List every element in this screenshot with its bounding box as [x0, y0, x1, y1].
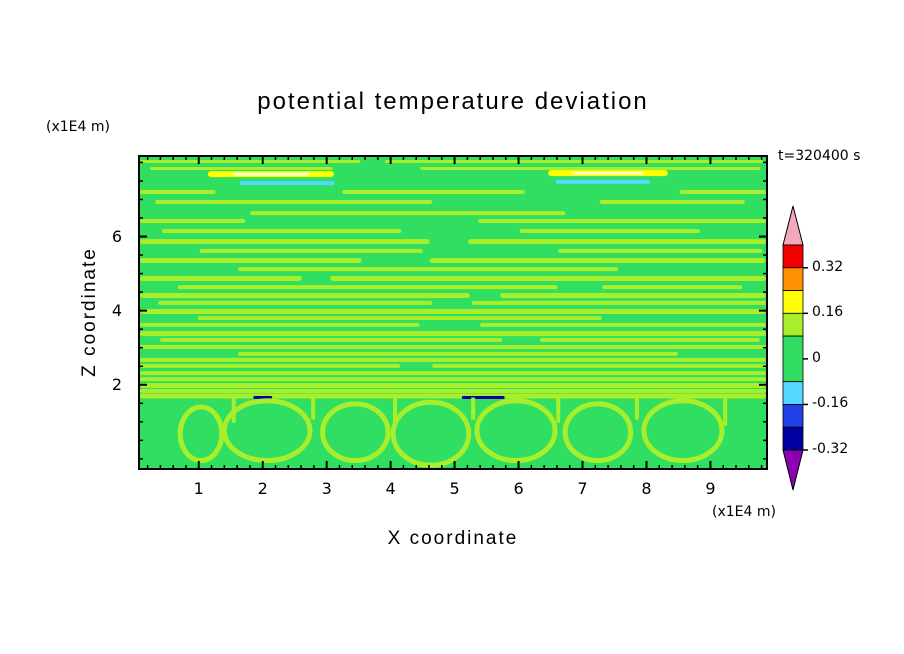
plot-border — [138, 155, 768, 470]
contour-streak-yg — [342, 189, 525, 194]
x-tick-label: 7 — [577, 479, 588, 498]
contour-streak-yg — [468, 239, 767, 245]
contour-streak-b — [461, 395, 505, 399]
contour-streak-c — [555, 179, 651, 184]
colorbar-band — [782, 381, 804, 405]
contour-streak-yg — [500, 292, 767, 298]
colorbar-label: 0.16 — [812, 304, 844, 321]
contour-streak-yg — [679, 189, 767, 194]
contour-streak-yg — [139, 383, 767, 389]
contour-streak-yg — [160, 338, 503, 343]
contour-streak-yg — [471, 300, 767, 305]
x-tick-label: 9 — [705, 479, 716, 498]
x-tick-label: 1 — [193, 479, 204, 498]
contour-streak-yg — [139, 331, 767, 337]
colorbar-label: 0.32 — [812, 258, 844, 275]
contour-streak-yg — [139, 275, 302, 281]
contour-streak-yg — [602, 285, 743, 290]
contour-streak-c — [240, 181, 335, 186]
z-tick-label: 6 — [111, 226, 122, 246]
contour-streak-yg — [139, 160, 361, 164]
streak-bright-core — [572, 171, 644, 175]
streak-bright-core — [233, 172, 309, 176]
contour-streak-yg — [149, 166, 333, 170]
contour-streak-yg — [158, 300, 433, 305]
x-axis-title: X coordinate — [387, 528, 519, 549]
convective-plume-outline — [390, 399, 472, 468]
convective-plume-outline — [177, 404, 225, 464]
contour-streak-yg — [139, 322, 420, 327]
x-tick-label: 2 — [257, 479, 268, 498]
contour-streak-yg — [519, 229, 700, 234]
contour-streak-yg — [330, 275, 767, 281]
contour-streak-yg — [139, 292, 471, 298]
contour-streak-yg — [238, 267, 619, 272]
x-axis-unit-label: (x1E4 m) — [712, 504, 776, 520]
contour-streak-yg — [139, 258, 362, 264]
contour-streak-yg — [139, 239, 430, 245]
colorbar-label: -0.16 — [812, 395, 849, 412]
contour-streak-yg — [139, 357, 767, 362]
contour-streak-yg — [139, 377, 767, 382]
colorbar-label: -0.32 — [812, 441, 849, 457]
z-tick-label: 2 — [111, 374, 122, 394]
x-tick-label: 3 — [321, 479, 332, 498]
contour-field-plot — [138, 155, 768, 470]
colorbar-band — [782, 267, 804, 291]
contour-streak-yg — [250, 211, 566, 216]
contour-streak-yg — [139, 344, 767, 349]
contour-streak-yg — [197, 315, 602, 320]
contour-streak-yg — [420, 166, 761, 170]
chart-title: potential temperature deviation — [257, 88, 649, 115]
contour-streak-yg — [539, 338, 760, 343]
convective-plume-outline — [320, 401, 391, 464]
contour-streak-yg — [429, 258, 766, 264]
contour-streak-yg — [139, 309, 767, 315]
contour-streak-yg — [558, 248, 763, 253]
colorbar-band — [782, 312, 804, 337]
time-annotation: t=320400 s — [778, 148, 861, 164]
x-tick-label: 5 — [449, 479, 460, 498]
colorbar-band — [782, 404, 804, 428]
contour-streak-yg — [478, 218, 767, 223]
contour-streak-yg — [139, 393, 767, 399]
colorbar-band — [782, 426, 804, 451]
x-tick-label: 6 — [513, 479, 524, 498]
contour-streak-yg — [139, 389, 767, 394]
convective-plume-outline — [221, 398, 313, 464]
contour-streak-yg — [432, 363, 767, 368]
contour-streak-yg — [155, 200, 433, 205]
contour-streak-yg — [139, 189, 216, 194]
colorbar-under-arrow — [782, 449, 804, 491]
field-layer — [139, 160, 767, 468]
contour-streak-yg — [238, 351, 678, 356]
convective-plume-outline — [641, 398, 725, 464]
contour-streak-yg — [599, 200, 745, 205]
convective-plume-outline — [474, 398, 558, 464]
contour-streak-yg — [177, 285, 558, 290]
convective-plume-outline — [562, 401, 634, 464]
contour-streak-yg — [199, 248, 423, 253]
x-tick-label: 8 — [641, 479, 652, 498]
colorbar-label: 0 — [812, 349, 821, 366]
contour-streak-yg — [480, 322, 767, 327]
colorbar-band — [782, 335, 804, 383]
contour-streak-yg — [139, 371, 767, 376]
colorbar-over-arrow — [782, 205, 804, 246]
colorbar-band — [782, 290, 804, 314]
contour-streak-yg — [139, 218, 246, 223]
colorbar-band — [782, 244, 804, 269]
contour-streak-yg — [139, 363, 401, 368]
colorbar — [782, 205, 808, 491]
z-axis-unit-label: (x1E4 m) — [46, 119, 110, 135]
contour-streak-yg — [161, 229, 402, 234]
x-tick-label: 4 — [385, 479, 396, 498]
contour-streak-yg — [384, 160, 763, 164]
z-tick-label: 4 — [111, 300, 122, 320]
